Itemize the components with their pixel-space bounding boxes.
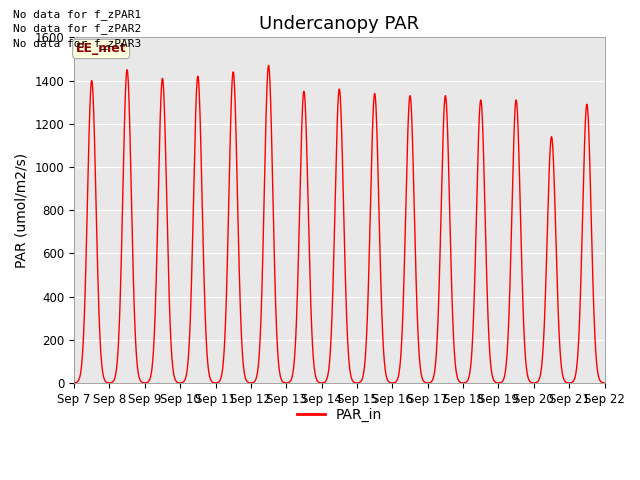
- Text: No data for f_zPAR1: No data for f_zPAR1: [13, 9, 141, 20]
- Text: No data for f_zPAR2: No data for f_zPAR2: [13, 23, 141, 34]
- Text: EE_met: EE_met: [76, 42, 127, 56]
- Text: No data for f_zPAR3: No data for f_zPAR3: [13, 37, 141, 48]
- Title: Undercanopy PAR: Undercanopy PAR: [259, 15, 419, 33]
- Y-axis label: PAR (umol/m2/s): PAR (umol/m2/s): [15, 153, 29, 268]
- Legend: PAR_in: PAR_in: [291, 403, 387, 428]
